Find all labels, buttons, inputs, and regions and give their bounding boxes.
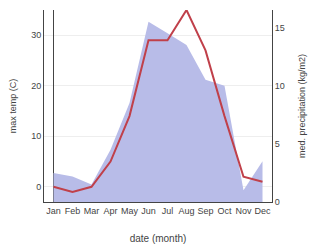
svg-text:Oct: Oct [217, 206, 232, 216]
svg-text:May: May [121, 206, 139, 216]
svg-text:date (month): date (month) [130, 233, 187, 244]
svg-text:max temp (C): max temp (C) [8, 79, 18, 134]
svg-text:15: 15 [275, 23, 285, 33]
svg-text:Aug: Aug [178, 206, 194, 216]
svg-text:Jan: Jan [46, 206, 61, 216]
svg-text:Jul: Jul [162, 206, 174, 216]
svg-text:0: 0 [36, 182, 41, 192]
svg-text:20: 20 [31, 81, 41, 91]
svg-text:30: 30 [31, 30, 41, 40]
svg-text:Dec: Dec [254, 206, 271, 216]
svg-text:10: 10 [275, 81, 285, 91]
svg-text:Apr: Apr [103, 206, 117, 216]
svg-text:Sep: Sep [197, 206, 213, 216]
svg-text:10: 10 [31, 131, 41, 141]
svg-text:Nov: Nov [235, 206, 252, 216]
svg-text:5: 5 [275, 139, 280, 149]
svg-text:med. precipitation (kg/m2): med. precipitation (kg/m2) [297, 54, 307, 158]
svg-text:0: 0 [275, 197, 280, 207]
svg-text:Mar: Mar [84, 206, 100, 216]
svg-text:Feb: Feb [65, 206, 81, 216]
svg-text:Jun: Jun [141, 206, 156, 216]
